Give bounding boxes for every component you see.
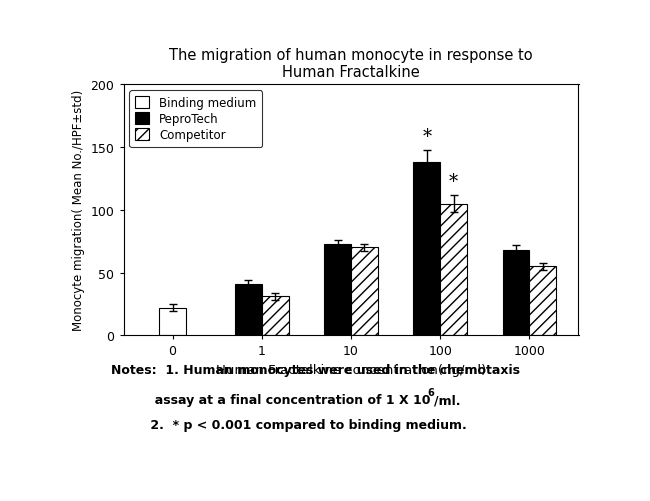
- Text: *: *: [449, 172, 458, 190]
- Bar: [262, 297, 289, 336]
- Text: /ml.: /ml.: [434, 393, 461, 406]
- Bar: [413, 163, 440, 336]
- Text: *: *: [422, 127, 432, 145]
- Text: assay at a final concentration of 1 X 10: assay at a final concentration of 1 X 10: [111, 393, 430, 406]
- Text: 6: 6: [428, 387, 434, 397]
- Bar: [530, 267, 556, 336]
- Title: The migration of human monocyte in response to
Human Fractalkine: The migration of human monocyte in respo…: [169, 48, 533, 80]
- Bar: [324, 244, 351, 336]
- Bar: [235, 284, 262, 336]
- X-axis label: Human Fractalkine concentration(ng/ml): Human Fractalkine concentration(ng/ml): [216, 363, 486, 376]
- Text: 2.  * p < 0.001 compared to binding medium.: 2. * p < 0.001 compared to binding mediu…: [111, 418, 466, 431]
- Bar: [502, 250, 530, 336]
- Y-axis label: Monocyte migration( Mean No./HPF±std): Monocyte migration( Mean No./HPF±std): [72, 90, 85, 331]
- Text: Notes:  1. Human monocytes were used in the chemotaxis: Notes: 1. Human monocytes were used in t…: [111, 363, 519, 376]
- Bar: [440, 204, 467, 336]
- Bar: [159, 308, 186, 336]
- Bar: [351, 248, 378, 336]
- Legend: Binding medium, PeproTech, Competitor: Binding medium, PeproTech, Competitor: [129, 91, 262, 148]
